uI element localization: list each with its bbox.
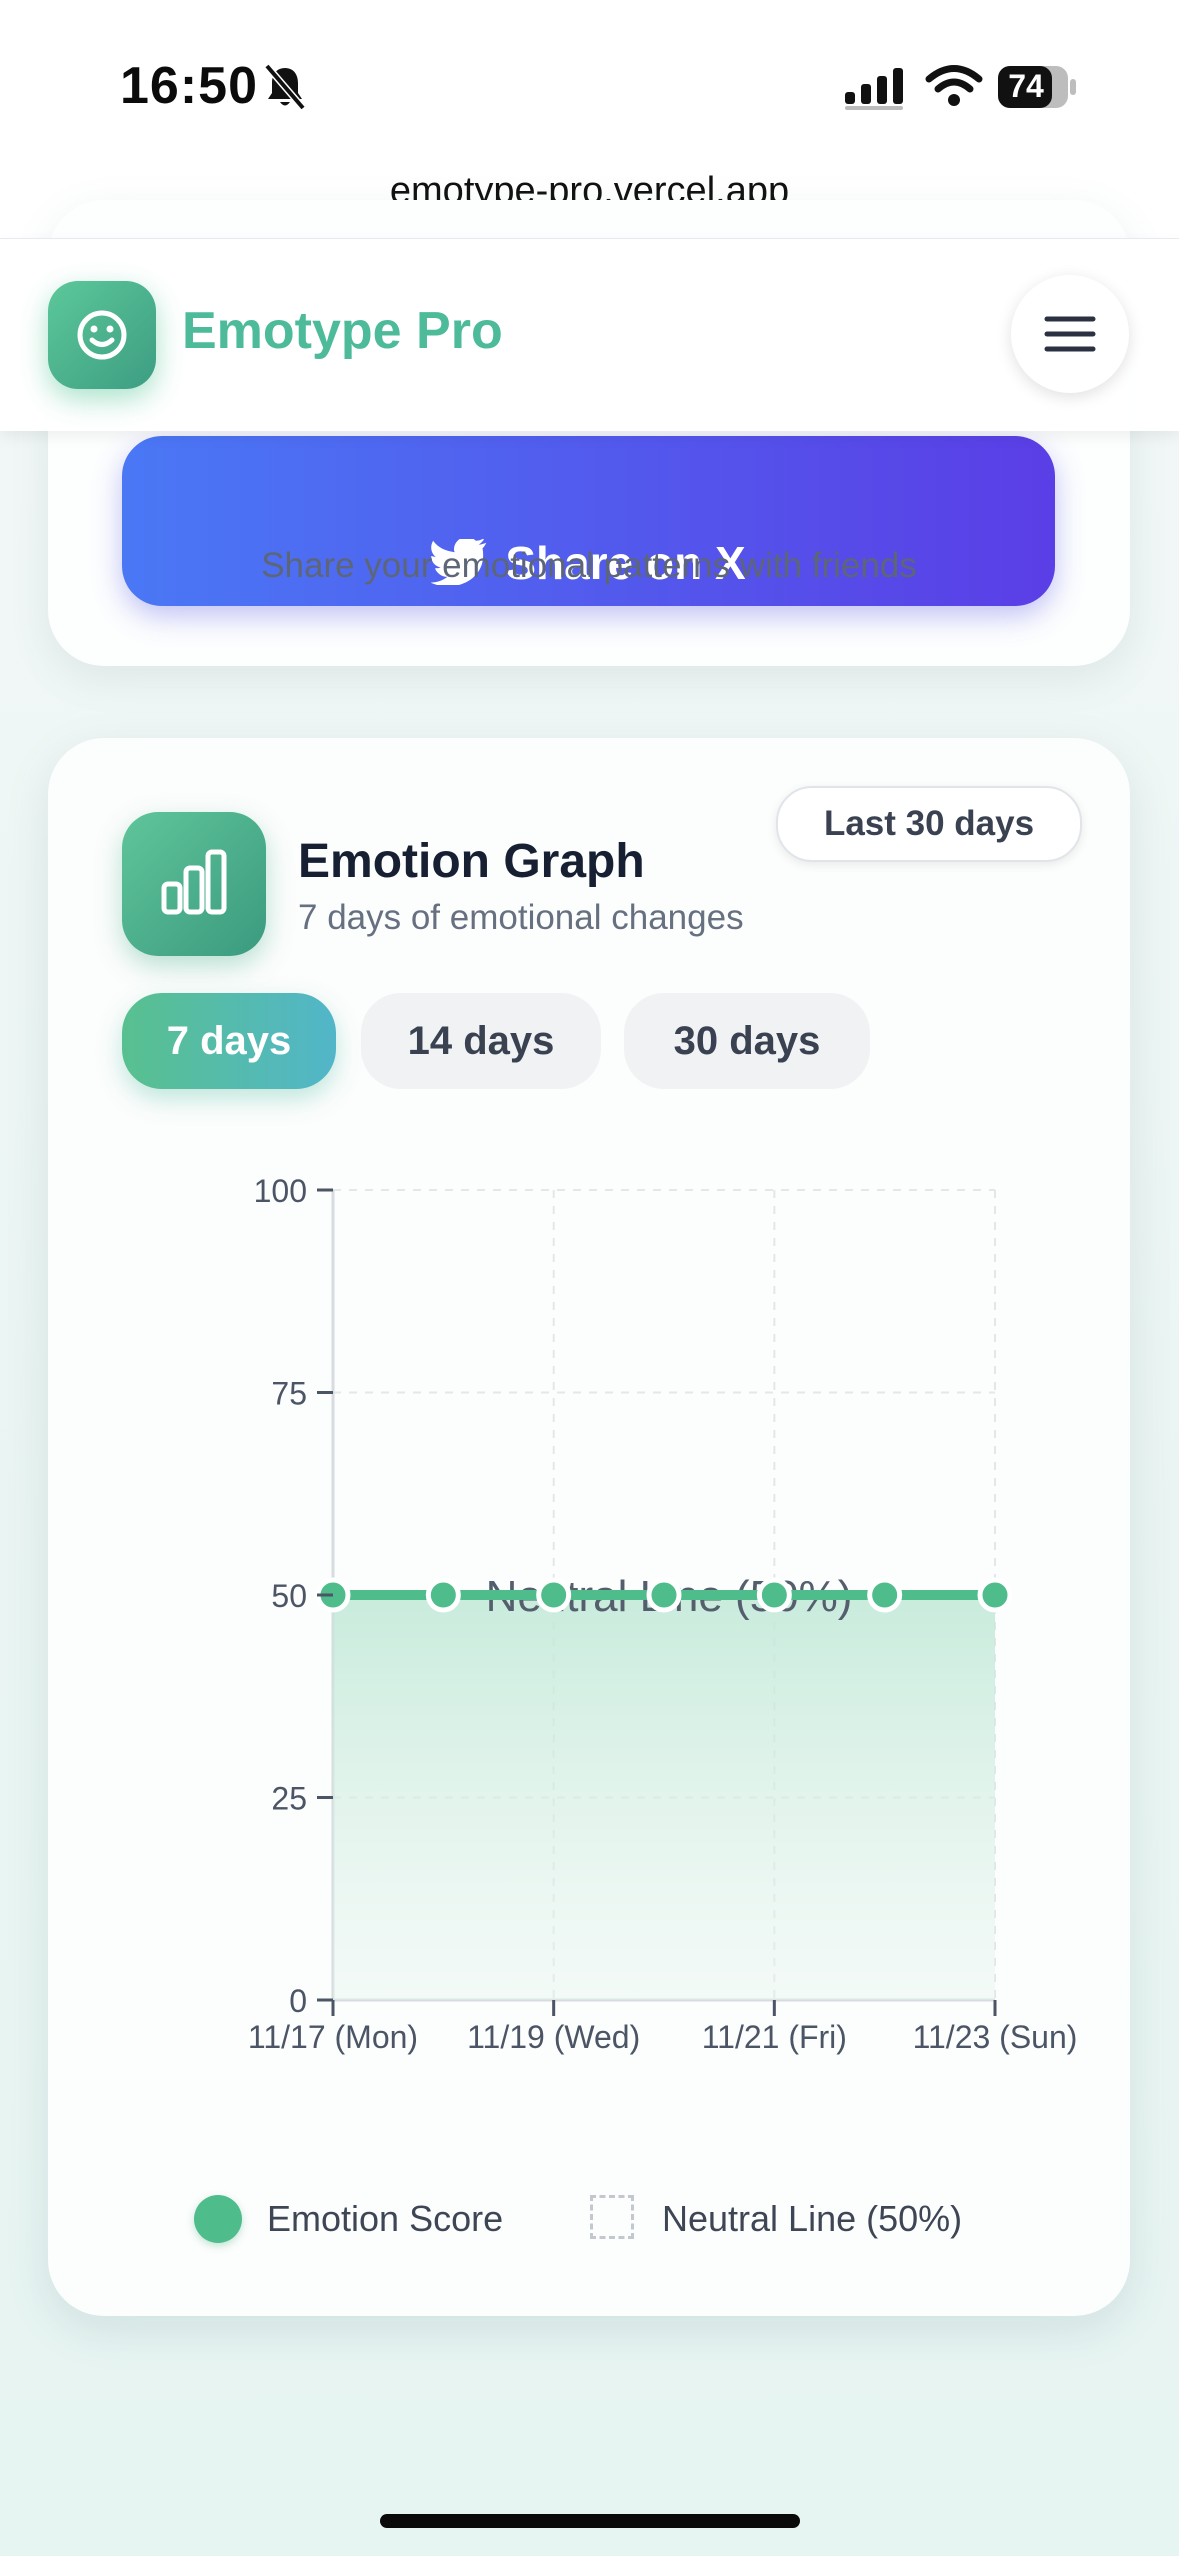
menu-button[interactable] xyxy=(1011,275,1129,393)
status-time: 16:50 xyxy=(120,57,258,115)
share-button-label: Share on X xyxy=(505,537,746,589)
battery-icon: 74 xyxy=(998,66,1076,108)
tab-7-days[interactable]: 7 days xyxy=(122,993,336,1089)
logo[interactable] xyxy=(48,281,156,389)
graph-subtitle: 7 days of emotional changes xyxy=(298,898,744,937)
brand-name[interactable]: Emotype Pro xyxy=(182,302,503,360)
emotion-graph-card: Emotion Graph 7 days of emotional change… xyxy=(48,738,1130,2316)
smile-icon xyxy=(77,310,127,360)
wifi-icon xyxy=(925,65,983,106)
share-on-x-button[interactable]: Share on X xyxy=(122,436,1055,606)
tab-14-days[interactable]: 14 days xyxy=(361,993,601,1089)
legend-emotion-score-swatch xyxy=(194,2195,242,2243)
app-header: Emotype Pro xyxy=(0,238,1179,431)
hamburger-menu-icon xyxy=(1044,316,1096,352)
legend-emotion-score-label: Emotion Score xyxy=(267,2198,504,2239)
cellular-signal-icon xyxy=(845,68,903,110)
home-indicator[interactable] xyxy=(380,2514,800,2528)
twitter-bird-icon xyxy=(430,537,487,587)
share-caption: Share your emotional patterns with frien… xyxy=(261,546,917,585)
graph-badge xyxy=(122,812,266,956)
battery-level: 74 xyxy=(1008,68,1044,104)
legend-neutral-line-swatch xyxy=(590,2195,634,2239)
legend-neutral-line-label: Neutral Line (50%) xyxy=(662,2198,963,2239)
tab-30-days[interactable]: 30 days xyxy=(624,993,870,1089)
bell-slash-icon xyxy=(264,63,306,111)
range-badge[interactable]: Last 30 days xyxy=(776,786,1082,862)
graph-title: Emotion Graph xyxy=(298,835,645,888)
bar-chart-icon xyxy=(161,849,227,915)
